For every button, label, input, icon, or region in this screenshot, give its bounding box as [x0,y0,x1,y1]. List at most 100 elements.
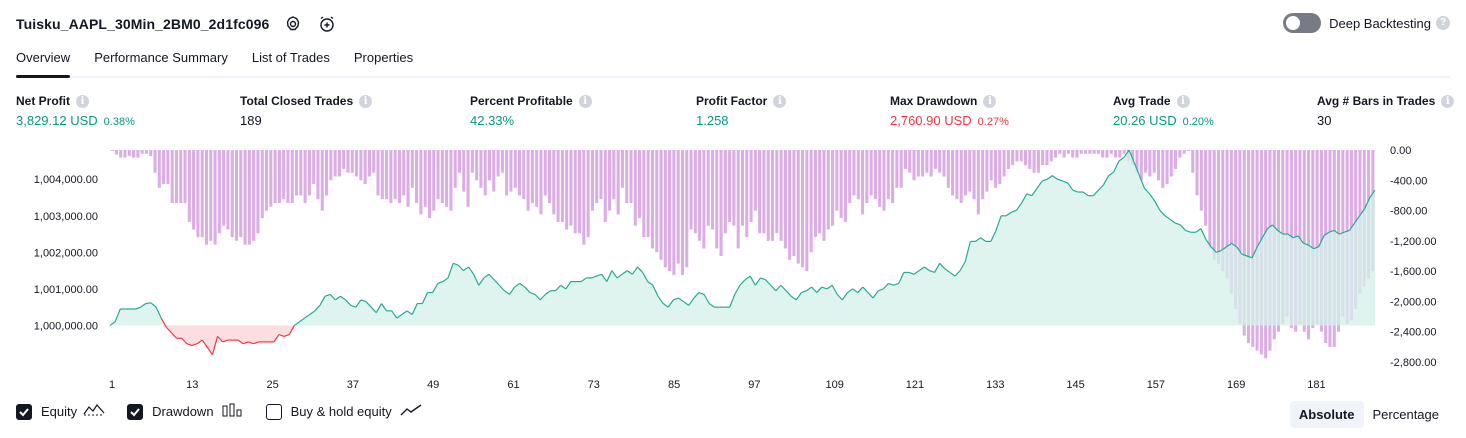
drawdown-bar [1204,150,1208,226]
equity-line-segment [1354,215,1361,224]
info-icon[interactable]: i [773,94,787,108]
equity-line-segment [529,291,536,295]
equity-drawdown-chart[interactable]: 1,004,000.00 1,003,000.00 1,002,000.00 1,00… [0,140,1466,398]
equity-line-segment [652,284,659,297]
drawdown-bar [629,150,633,203]
equity-line-segment [1057,178,1063,182]
equity-line-segment [171,332,178,339]
drawdown-bar [1221,150,1225,272]
equity-line-segment [980,237,987,242]
drawdown-bar [397,150,401,203]
equity-line-segment [744,275,751,281]
absolute-button[interactable]: Absolute [1289,401,1364,428]
equity-line-segment [248,341,254,345]
equity-checkbox[interactable] [16,403,32,420]
drawdown-bar [869,150,873,196]
x-tick-label: 1 [109,379,115,391]
tab-performance-summary[interactable]: Performance Summary [94,50,228,65]
strategy-title: Tuisku_AAPL_30Min_2BM0_2d1fc096 [16,16,270,32]
metric-label: Net Profit [16,94,70,108]
info-icon[interactable]: i [1441,94,1455,108]
drawdown-bar [406,150,410,207]
equity-line-segment [1287,233,1294,239]
info-icon[interactable]: i [76,94,89,108]
equity-line-segment [621,270,628,275]
y-right-tick-label: -1,600.00 [1390,266,1436,278]
help-icon[interactable]: ? [1436,16,1450,30]
drawdown-bar [423,150,427,207]
equity-line-segment [1169,218,1176,224]
drawdown-bar [436,150,440,200]
equity-line-segment [1138,175,1146,189]
tab-overview[interactable]: Overview [16,48,71,78]
drawdown-checkbox[interactable] [127,403,144,420]
tab-properties[interactable]: Properties [353,50,414,65]
percentage-button[interactable]: Percentage [1372,407,1440,422]
drawdown-bar [337,150,341,177]
drawdown-bar [1242,150,1246,336]
equity-line-segment [647,281,654,286]
drawdown-bar [166,150,170,185]
deep-backtesting-toggle[interactable] [1283,13,1322,33]
equity-line-segment [831,284,838,295]
x-tick-label: 61 [507,379,519,391]
drawdown-bar [342,150,346,169]
drawdown-bar [1229,150,1233,294]
equity-line-segment [242,341,249,345]
drawdown-bar [487,150,492,181]
info-icon[interactable]: i [359,94,373,108]
metric-avg-bars: Avg # Bars in Trades i 30 [1317,94,1455,128]
equity-line-segment [1231,242,1238,248]
equity-line-segment [1221,246,1227,252]
drawdown-bar [367,150,371,177]
equity-line-segment [560,284,567,290]
equity-line-segment [396,313,403,319]
view-mode-switch: Absolute Percentage [1289,401,1448,428]
equity-line-segment [411,303,418,315]
equity-line-segment [1236,246,1243,255]
equity-line-segment [1226,242,1232,248]
drawdown-bar [273,150,277,203]
buy-hold-checkbox[interactable] [265,403,282,420]
drawdown-bar [659,150,663,260]
legend-buy-hold[interactable]: Buy & hold equity [265,403,422,420]
equity-line-segment [765,279,772,286]
equity-line-segment [1108,171,1115,177]
equity-line-segment [555,284,562,292]
drawdown-bar [539,150,543,215]
drawdown-bar [252,150,256,241]
drawdown-bar [320,150,324,211]
info-icon[interactable]: i [578,94,592,108]
info-icon[interactable]: i [983,94,997,108]
settings-icon[interactable] [283,14,303,34]
drawdown-bar [989,150,993,181]
tab-list-of-trades[interactable]: List of Trades [251,50,330,65]
equity-line-segment [1036,180,1043,189]
equity-line-segment [391,310,398,319]
drawdown-bar [951,150,955,196]
drawdown-bar [689,150,693,230]
drawdown-bar [959,150,963,203]
equity-line-segment [150,302,157,308]
equity-line-segment [452,262,459,266]
drawdown-bar [560,150,564,222]
drawdown-bar [277,150,281,203]
legend-drawdown[interactable]: Drawdown [127,403,243,420]
alarm-add-icon[interactable] [317,14,337,34]
drawdown-bar [698,150,702,241]
drawdown-bar [998,150,1002,185]
equity-line-segment [345,299,352,306]
equity-line-segment [1092,189,1099,197]
equity-line-segment [1303,242,1309,246]
drawdown-bar [1216,150,1221,264]
drawdown-bar [856,150,860,200]
info-icon[interactable]: i [1176,94,1190,108]
drawdown-bar [350,150,354,173]
equity-line-segment [1323,231,1330,237]
drawdown-bar [796,150,800,264]
legend-equity[interactable]: Equity [16,403,105,420]
drawdown-bar [209,150,213,241]
drawdown-bar [938,150,942,173]
equity-line-segment [534,293,541,301]
equity-line-segment [519,282,526,288]
